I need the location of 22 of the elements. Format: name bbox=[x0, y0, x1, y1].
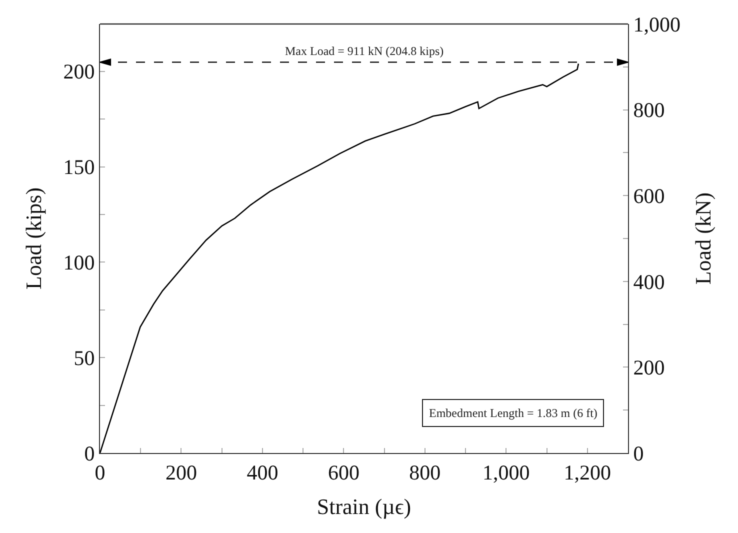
x-axis-title: Strain (µϵ) bbox=[316, 494, 412, 520]
y-tick-label: 150 bbox=[63, 155, 95, 180]
y2-tick-label: 200 bbox=[633, 356, 665, 380]
y2-tick-label: 600 bbox=[633, 184, 665, 208]
y-tick-label: 100 bbox=[63, 250, 95, 275]
x-tick-label: 200 bbox=[165, 460, 197, 484]
x-tick-label: 1,000 bbox=[482, 460, 530, 484]
y2-axis-title: Load (kN) bbox=[690, 192, 716, 285]
y-tick-label: 0 bbox=[84, 441, 95, 466]
y2-tick-label: 0 bbox=[633, 441, 644, 466]
y-tick-label: 50 bbox=[74, 346, 95, 370]
y-axis-title: Load (kips) bbox=[21, 187, 46, 290]
y2-tick-label: 800 bbox=[633, 98, 665, 122]
x-tick-label: 800 bbox=[409, 460, 441, 484]
x-tick-label: 400 bbox=[246, 460, 278, 484]
x-tick-label: 600 bbox=[328, 460, 360, 484]
annotation: Embedment Length = 1.83 m (6 ft) bbox=[429, 406, 598, 420]
y2-tick-label: 1,000 bbox=[633, 12, 681, 36]
y-tick-label: 200 bbox=[63, 60, 95, 84]
y2-tick-label: 400 bbox=[633, 270, 665, 294]
x-tick-label: 1,200 bbox=[564, 460, 612, 484]
ref-line-label: Max Load = 911 kN (204.8 kips) bbox=[285, 44, 444, 58]
